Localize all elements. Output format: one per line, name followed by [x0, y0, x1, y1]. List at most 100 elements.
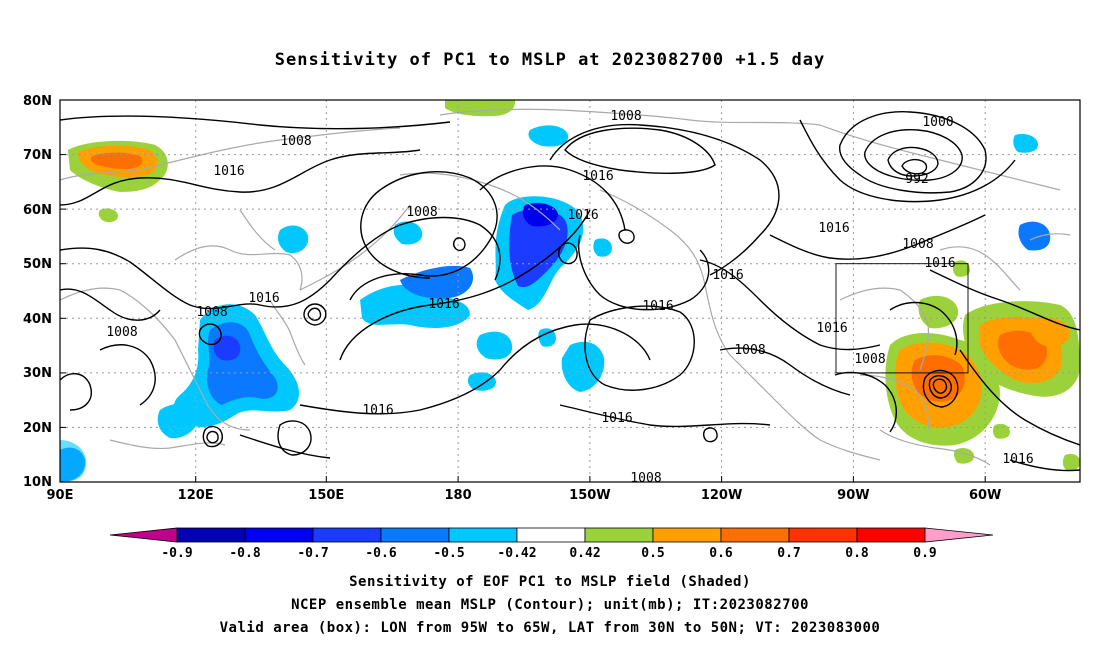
negative-sensitivity-patch	[393, 221, 423, 245]
contour-label: 1016	[818, 221, 849, 236]
colorbar-label: -0.8	[229, 546, 260, 561]
contour-label: 1008	[854, 352, 885, 367]
negative-sensitivity-patch	[1018, 221, 1051, 251]
colorbar-swatch	[516, 527, 586, 543]
negative-sensitivity-patch	[593, 238, 612, 257]
contour-label: 1016	[567, 208, 598, 223]
negative-sensitivity-patch	[528, 125, 569, 147]
colorbar-label: -0.6	[365, 546, 396, 561]
lat-label: 60N	[23, 203, 52, 218]
lat-label: 30N	[23, 366, 52, 381]
lat-label: 80N	[23, 94, 52, 109]
contour-label: 1016	[362, 403, 393, 418]
lon-label: 180	[445, 488, 472, 503]
colorbar-swatch	[176, 527, 246, 543]
lon-label: 120E	[178, 488, 214, 503]
negative-sensitivity-patch	[60, 440, 87, 482]
colorbar	[109, 527, 994, 543]
contour-label: 1016	[248, 291, 279, 306]
colorbar-swatch	[788, 527, 858, 543]
colorbar-swatch	[720, 527, 790, 543]
contour-label: 1008	[734, 343, 765, 358]
negative-sensitivity-patch	[157, 403, 199, 439]
colorbar-swatch	[652, 527, 722, 543]
map-frame	[59, 99, 1081, 483]
lon-label: 90E	[47, 488, 74, 503]
lon-label: 150E	[308, 488, 344, 503]
positive-sensitivity-patch	[1062, 453, 1080, 471]
latitude-labels: 80N 70N 60N 50N 40N 30N 20N 10N	[23, 94, 52, 490]
caption-valid-area: Valid area (box): LON from 95W to 65W, L…	[219, 620, 881, 636]
colorbar-swatch	[448, 527, 518, 543]
longitude-labels: 90E 120E 150E 180 150W 120W 90W 60W	[47, 488, 1002, 503]
contour-label: 1016	[582, 169, 613, 184]
negative-sensitivity-patch	[278, 225, 309, 254]
positive-sensitivity-peak	[997, 330, 1047, 370]
contour-label: 1016	[1002, 452, 1033, 467]
colorbar-label: 0.42	[569, 546, 600, 561]
negative-sensitivity-peak	[213, 335, 241, 361]
contour-label: 1008	[280, 134, 311, 149]
colorbar-swatch	[584, 527, 654, 543]
colorbar-label: 0.6	[709, 546, 733, 561]
contour-label: 1016	[213, 164, 244, 179]
negative-sensitivity-patch	[561, 341, 605, 392]
contour-label: 1008	[196, 305, 227, 320]
colorbar-label: 0.5	[641, 546, 664, 561]
contour-labels: 1008 1016 1008 1008 1016 1016 1008 1016 …	[106, 109, 1033, 486]
colorbar-label: 0.7	[777, 546, 800, 561]
map-title: Sensitivity of PC1 to MSLP at 2023082700…	[274, 50, 826, 70]
lon-label: 60W	[969, 488, 1001, 503]
positive-sensitivity-patch	[98, 208, 118, 223]
contour-label: 1016	[924, 256, 955, 271]
contour-label: 1016	[816, 321, 847, 336]
lon-label: 120W	[701, 488, 742, 503]
contour-label: 1008	[902, 237, 933, 252]
contour-label: 1000	[922, 115, 953, 130]
colorbar-labels: -0.9 -0.8 -0.7 -0.6 -0.5 -0.42 0.42 0.5 …	[161, 546, 936, 561]
lat-label: 40N	[23, 312, 52, 327]
negative-sensitivity-patch	[476, 331, 513, 360]
lat-label: 10N	[23, 475, 52, 490]
positive-sensitivity-patch	[1029, 317, 1071, 347]
lat-label: 50N	[23, 257, 52, 272]
caption-contour: NCEP ensemble mean MSLP (Contour); unit(…	[291, 597, 809, 613]
colorbar-label: 0.9	[913, 546, 936, 561]
colorbar-swatch	[312, 527, 382, 543]
contour-label: 992	[905, 172, 928, 187]
caption-shading: Sensitivity of EOF PC1 to MSLP field (Sh…	[349, 574, 751, 590]
lat-label: 70N	[23, 148, 52, 163]
colorbar-right-arrow	[924, 527, 994, 543]
lat-label: 20N	[23, 421, 52, 436]
colorbar-label: -0.5	[433, 546, 464, 561]
colorbar-label: -0.9	[161, 546, 192, 561]
negative-sensitivity-peak	[522, 203, 558, 227]
colorbar-left-arrow	[109, 527, 178, 543]
contour-label: 1016	[601, 411, 632, 426]
negative-sensitivity-patch	[467, 372, 496, 391]
contour-label: 1008	[406, 205, 437, 220]
contour-label: 1008	[610, 109, 641, 124]
contour-label: 1008	[630, 471, 661, 486]
contour-label: 1008	[106, 325, 137, 340]
contour-label: 1016	[642, 299, 673, 314]
contour-label: 1016	[428, 297, 459, 312]
lon-label: 90W	[837, 488, 869, 503]
colorbar-label: -0.7	[297, 546, 328, 561]
lon-label: 150W	[569, 488, 610, 503]
positive-sensitivity-peak	[90, 152, 143, 169]
negative-sensitivity-core	[509, 209, 568, 288]
colorbar-swatch	[380, 527, 450, 543]
valid-area-box	[835, 263, 969, 374]
axis-ticks	[60, 99, 986, 483]
colorbar-label: 0.8	[845, 546, 869, 561]
negative-sensitivity-patch	[538, 328, 556, 347]
negative-sensitivity-patch	[1013, 134, 1038, 153]
colorbar-label: -0.42	[497, 546, 536, 561]
colorbar-swatch	[244, 527, 314, 543]
colorbar-swatch	[856, 527, 926, 543]
mslp-contours	[60, 111, 1080, 472]
contour-label: 1016	[712, 268, 743, 283]
positive-sensitivity-patch	[952, 260, 970, 277]
